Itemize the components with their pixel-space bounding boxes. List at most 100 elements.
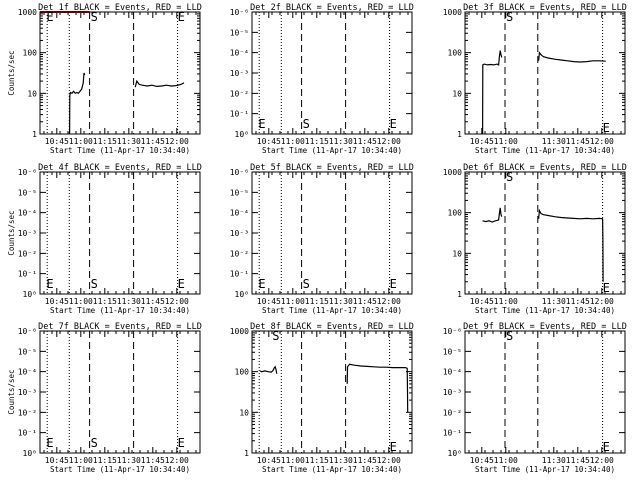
y-tick-label: 1000 (230, 327, 249, 336)
x-axis-label: Start Time (11-Apr-17 10:34:40) (262, 146, 402, 155)
y-tick-label: 10⁻⁶ (230, 168, 249, 177)
chart-panel-6: Det 6f BLACK = Events, RED = LLD 1 10 100 10… (443, 163, 627, 315)
y-tick-label: 10⁰ (235, 130, 249, 139)
y-tick-label: 10⁻³ (443, 388, 462, 397)
plot-frame (251, 330, 413, 454)
x-tick-label: 11:00 (494, 137, 518, 146)
series-line-1 (482, 207, 503, 223)
y-tick-label: 10⁻¹ (230, 110, 249, 119)
y-tick-label: 100 (235, 368, 250, 377)
chart-title: Det 7f BLACK = Events, RED = LLD (38, 322, 202, 332)
plot-frame (251, 171, 413, 295)
marker-label-e: E (46, 10, 53, 24)
x-tick-label: 10:45 (470, 137, 494, 146)
x-tick-label: 10:45 (257, 297, 281, 306)
x-tick-label: 11:45 (566, 137, 590, 146)
y-tick-label: 10⁻¹ (18, 429, 37, 438)
series-line-2 (346, 363, 409, 413)
y-tick-label: 10⁻³ (18, 229, 37, 238)
x-tick-label: 11:30 (117, 456, 141, 465)
y-tick-label: 10⁻³ (18, 388, 37, 397)
chart-panel-1: Det 1f BLACK = Events, RED = LLD 1 10 100 10… (7, 3, 202, 155)
plot-frame (251, 11, 413, 135)
marker-label-e: E (390, 440, 397, 454)
y-tick-label: 10⁻² (443, 408, 462, 417)
y-tick-label: 10⁻⁵ (230, 188, 249, 197)
series-line-1 (259, 365, 278, 374)
plot-frame (464, 11, 626, 135)
x-tick-label: 11:00 (494, 297, 518, 306)
marker-label-s: S (303, 277, 310, 291)
y-tick-label: 10⁻¹ (230, 270, 249, 279)
x-tick-label: 11:15 (305, 456, 329, 465)
series-line-1 (69, 72, 86, 135)
y-tick-label: 1000 (18, 8, 37, 17)
marker-label-e: E (603, 121, 610, 135)
y-tick-label: 10⁻⁴ (230, 49, 249, 58)
chart-panel-3: Det 3f BLACK = Events, RED = LLD 1 10 100 10… (443, 3, 627, 155)
x-tick-label: 11:15 (93, 137, 117, 146)
y-axis-label: Counts/sec (7, 369, 16, 414)
x-tick-label: 11:15 (93, 297, 117, 306)
y-tick-label: 10⁻² (18, 408, 37, 417)
y-tick-label: 10⁻⁶ (18, 168, 37, 177)
y-tick-label: 100 (448, 209, 463, 218)
y-tick-label: 10⁻⁵ (18, 347, 37, 356)
y-tick-label: 1 (244, 449, 249, 458)
marker-label-s: S (91, 10, 98, 24)
x-axis-label: Start Time (11-Apr-17 10:34:40) (475, 146, 615, 155)
x-tick-label: 11:00 (281, 137, 305, 146)
y-tick-label: 100 (448, 49, 463, 58)
x-tick-label: 12:00 (590, 137, 614, 146)
marker-label-e: E (178, 10, 185, 24)
plot-frame (464, 171, 626, 295)
marker-label-e: E (46, 436, 53, 450)
marker-label-e: E (258, 117, 265, 131)
y-tick-label: 10⁻⁶ (443, 327, 462, 336)
chart-title: Det 6f BLACK = Events, RED = LLD (463, 163, 627, 173)
y-tick-label: 10⁻⁵ (230, 28, 249, 37)
chart-title: Det 9f BLACK = Events, RED = LLD (463, 322, 627, 332)
x-axis-label: Start Time (11-Apr-17 10:34:40) (50, 306, 190, 315)
plot-frame (39, 171, 201, 295)
y-tick-label: 10⁻⁴ (443, 368, 462, 377)
y-tick-label: 1000 (443, 8, 462, 17)
x-tick-label: 11:00 (69, 137, 93, 146)
chart-title: Det 4f BLACK = Events, RED = LLD (38, 163, 202, 173)
y-tick-label: 1 (32, 130, 37, 139)
y-axis-label: Counts/sec (7, 50, 16, 95)
x-tick-label: 11:45 (353, 456, 377, 465)
y-tick-label: 10⁰ (23, 449, 37, 458)
x-tick-label: 12:00 (165, 137, 189, 146)
marker-label-e: E (390, 117, 397, 131)
y-tick-label: 10⁻⁴ (18, 368, 37, 377)
x-axis-label: Start Time (11-Apr-17 10:34:40) (50, 146, 190, 155)
x-tick-label: 12:00 (377, 297, 401, 306)
y-tick-label: 10⁻¹ (443, 429, 462, 438)
marker-label-s: S (506, 10, 513, 24)
chart-panel-7: Det 7f BLACK = Events, RED = LLD 10⁰ 10⁻¹ 1… (7, 322, 202, 474)
x-tick-label: 11:45 (141, 137, 165, 146)
x-tick-label: 11:45 (141, 297, 165, 306)
marker-label-e: E (258, 277, 265, 291)
chart-title: Det 1f BLACK = Events, RED = LLD (38, 3, 202, 13)
x-tick-label: 11:45 (566, 456, 590, 465)
x-axis-label: Start Time (11-Apr-17 10:34:40) (50, 465, 190, 474)
x-tick-label: 11:00 (69, 456, 93, 465)
y-tick-label: 10⁻³ (230, 229, 249, 238)
x-tick-label: 11:00 (494, 456, 518, 465)
y-tick-label: 10⁻⁶ (18, 327, 37, 336)
x-tick-label: 12:00 (590, 456, 614, 465)
x-tick-label: 11:30 (542, 137, 566, 146)
plot-frame (464, 330, 626, 454)
x-axis-label: Start Time (11-Apr-17 10:34:40) (262, 306, 402, 315)
y-tick-label: 10 (452, 89, 462, 98)
y-tick-label: 10⁻² (18, 249, 37, 258)
y-tick-label: 10⁻¹ (18, 270, 37, 279)
marker-label-e: E (390, 277, 397, 291)
x-tick-label: 11:00 (281, 297, 305, 306)
marker-label-e: E (603, 281, 610, 295)
chart-panel-5: Det 5f BLACK = Events, RED = LLD 10⁰ 10⁻¹ 1… (230, 163, 414, 315)
